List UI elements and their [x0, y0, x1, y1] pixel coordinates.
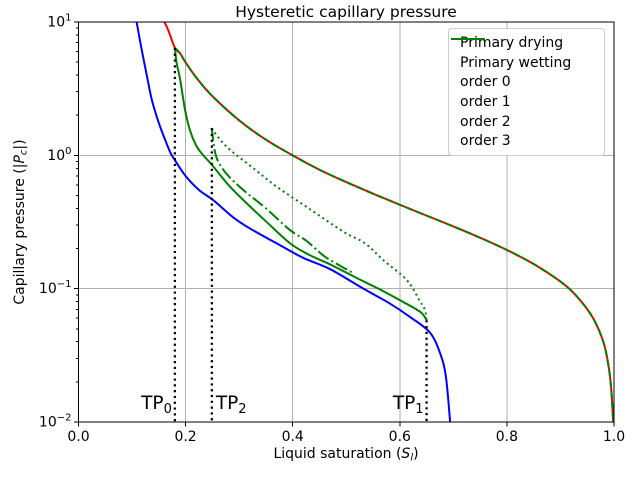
x-axis-label: Liquid saturation (Sl): [273, 446, 419, 464]
x-tick-label: 0.0: [67, 429, 89, 445]
tick-labels: 0.0 0.2 0.4 0.6 0.8 1.0 101 100 10−1 10−2: [39, 13, 625, 446]
plot-border: [78, 21, 615, 423]
tp-label-2: TP2: [215, 393, 247, 417]
tp-label-0: TP0: [141, 393, 172, 417]
y-tick-label: 10−1: [39, 279, 72, 297]
legend-item: order 3: [451, 38, 598, 151]
legend-item: Primary wetting: [451, 38, 598, 73]
legend-label: order 3: [460, 133, 511, 150]
curve-order-1: [173, 47, 428, 321]
legend-item: order 2: [451, 38, 598, 132]
curve-order-0: [174, 47, 615, 423]
curve-primary-wetting: [135, 21, 452, 423]
y-tick-label: 10−2: [39, 413, 72, 431]
y-tick-label: 100: [47, 146, 71, 164]
y-axis-label: Capillary pressure (|Pc|): [12, 139, 30, 305]
chart-title: Hysteretic capillary pressure: [235, 3, 457, 21]
x-tick-label: 0.8: [496, 429, 518, 445]
ticks: [74, 21, 615, 427]
turning-point-lines: [173, 47, 428, 422]
curves: [135, 21, 615, 423]
legend-label: order 0: [460, 74, 511, 91]
tp-label-1: TP1: [392, 393, 424, 417]
legend-item: order 0: [451, 38, 598, 92]
curve-order-3: [210, 127, 355, 275]
legend-label: Primary wetting: [460, 54, 572, 71]
x-tick-label: 1.0: [603, 429, 625, 445]
curve-order-2: [211, 127, 428, 321]
x-tick-label: 0.6: [389, 429, 411, 445]
legend-line-sample: [451, 38, 485, 40]
y-tick-label: 101: [47, 13, 71, 31]
legend: Primary drying Primary wetting order 0 orde…: [448, 28, 605, 156]
legend-label: Primary drying: [460, 34, 564, 51]
legend-label: order 1: [460, 93, 511, 110]
x-tick-label: 0.4: [282, 429, 304, 445]
legend-item: order 1: [451, 38, 598, 112]
x-tick-label: 0.2: [174, 429, 196, 445]
legend-label: order 2: [460, 113, 511, 130]
